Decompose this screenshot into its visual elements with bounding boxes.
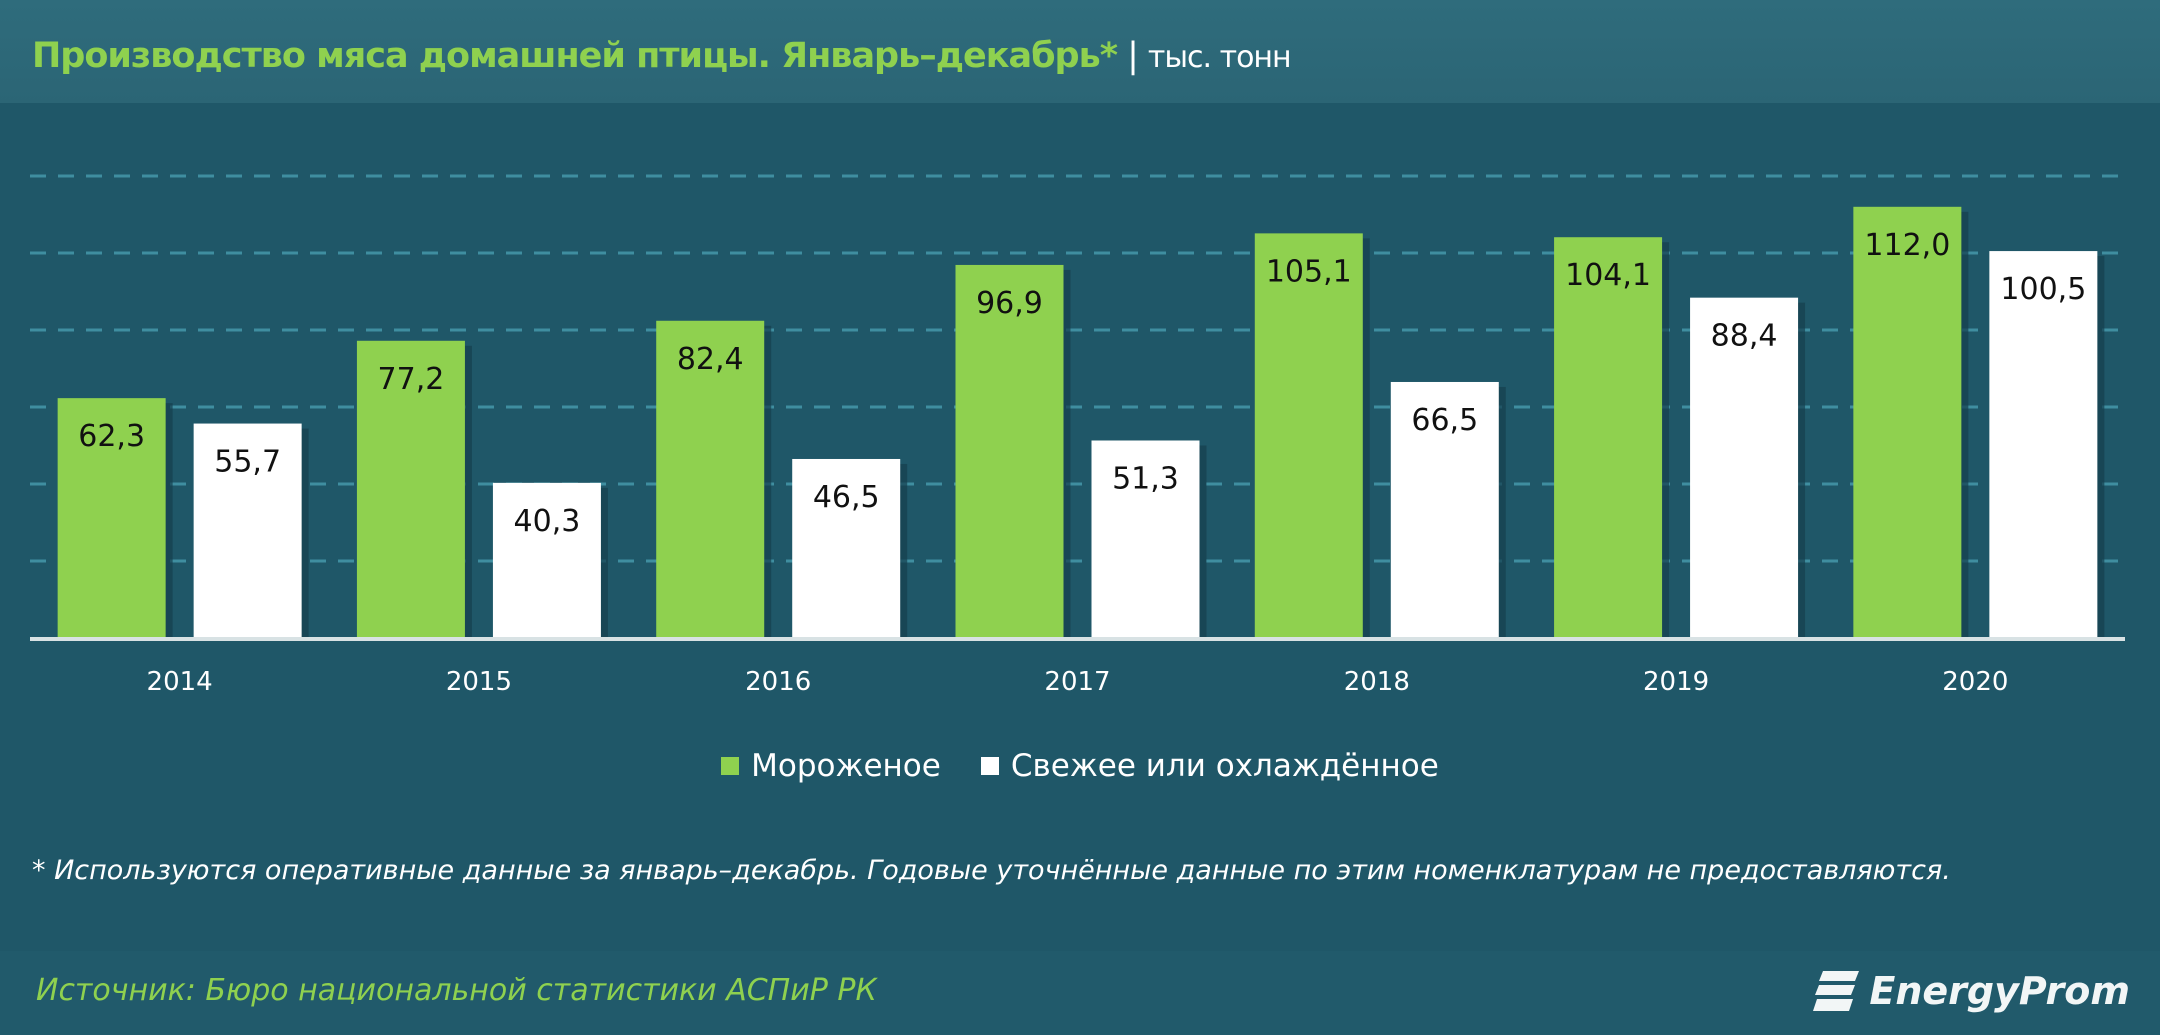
bar-fresh-2019 — [1690, 297, 1799, 638]
legend-swatch-green — [721, 757, 740, 775]
bar-frozen-2016 — [656, 320, 765, 638]
data-label: 66,5 — [1411, 403, 1478, 438]
chart-title: Производство мяса домашней птицы. Январь… — [32, 36, 1292, 76]
bar-chart: 62,3 55,7 2014 77,2 40,3 2015 82,4 46,5 2016 96,9… — [30, 174, 2125, 697]
data-label: 112,0 — [1864, 228, 1950, 263]
footnote: * Используются оперативные данные за янв… — [32, 855, 1951, 886]
bar-fresh-2016 — [792, 458, 901, 638]
bar-fresh-2017 — [1091, 440, 1200, 638]
bar-fresh-2014 — [193, 423, 302, 638]
bar-frozen-2020 — [1853, 206, 1962, 639]
legend-label: Свежее или охлаждённое — [1010, 748, 1439, 784]
data-label: 62,3 — [78, 419, 145, 454]
bar-fresh-2018 — [1390, 381, 1499, 638]
title-text: Производство мяса домашней птицы. Январь… — [32, 36, 1118, 76]
bar-frozen-2019 — [1554, 237, 1663, 638]
data-label: 40,3 — [514, 504, 581, 539]
x-tick-label: 2018 — [1344, 667, 1410, 697]
title-bar: Производство мяса домашней птицы. Январь… — [0, 0, 2160, 103]
data-label: 88,4 — [1711, 319, 1778, 354]
data-label: 46,5 — [813, 480, 880, 515]
bar-fresh-2015 — [492, 482, 601, 638]
source-text: Источник: Бюро национальной статистики А… — [36, 973, 877, 1008]
legend-label: Мороженое — [751, 748, 941, 784]
x-tick-label: 2017 — [1044, 667, 1110, 697]
logo-text: EnergyProm — [1869, 969, 2130, 1013]
source-bar: Источник: Бюро национальной статистики А… — [0, 951, 2160, 1035]
x-tick-label: 2014 — [147, 667, 213, 697]
bar-frozen-2017 — [955, 264, 1064, 638]
data-label: 100,5 — [2000, 272, 2086, 307]
x-tick-label: 2015 — [446, 667, 512, 697]
data-label: 105,1 — [1266, 254, 1352, 289]
bar-frozen-2014 — [57, 398, 166, 638]
legend-item-frozen: Мороженое — [721, 748, 941, 784]
data-label: 77,2 — [378, 362, 445, 397]
unit-label: тыс. тонн — [1147, 40, 1292, 75]
legend-item-fresh: Свежее или охлаждённое — [980, 748, 1439, 784]
data-label: 104,1 — [1565, 258, 1651, 293]
title-separator: | — [1127, 36, 1139, 76]
legend-swatch-white — [980, 757, 999, 775]
bar-frozen-2015 — [356, 340, 465, 638]
data-label: 51,3 — [1112, 461, 1179, 496]
logo-icon — [1813, 971, 1860, 1011]
legend: Мороженое Свежее или охлаждённое — [0, 748, 2160, 784]
data-label: 96,9 — [976, 286, 1043, 321]
data-label: 82,4 — [677, 342, 744, 377]
data-label: 55,7 — [214, 445, 281, 480]
x-tick-label: 2019 — [1643, 667, 1709, 697]
bar-fresh-2020 — [1989, 251, 2098, 638]
bar-frozen-2018 — [1254, 233, 1363, 639]
x-tick-label: 2020 — [1942, 667, 2008, 697]
x-tick-label: 2016 — [745, 667, 811, 697]
energyprom-logo: EnergyProm — [1813, 969, 2130, 1013]
